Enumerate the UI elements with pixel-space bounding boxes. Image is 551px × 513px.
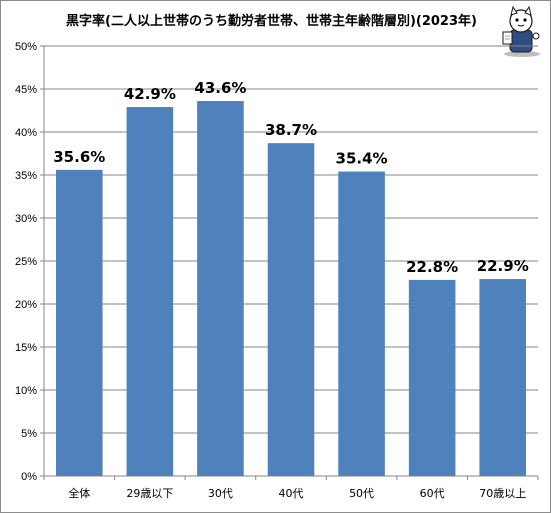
data-labels: 35.6% 42.9% 43.6% 38.7% 35.4% 22.8% 22.9% [53,79,528,276]
y-tick-label: 15% [15,342,37,354]
data-label: 22.8% [406,258,458,276]
x-tick-label: 40代 [279,487,304,500]
y-tick-label: 25% [15,256,37,268]
y-tick-label: 45% [15,84,37,96]
bar [197,101,244,476]
bar [55,169,103,476]
data-label: 22.9% [477,257,529,275]
chart-title: 黒字率(二人以上世帯のうち勤労者世帯、世帯主年齢階層別)(2023年) [66,13,477,29]
bar [408,279,456,476]
x-tick-label: 70歳以上 [479,487,526,500]
y-tick-label: 40% [15,127,37,139]
y-tick-label: 5% [21,428,37,440]
x-tick-label: 50代 [349,487,374,500]
data-label: 35.4% [336,150,388,168]
y-tick-label: 35% [15,170,37,182]
x-tick-label: 全体 [68,486,90,500]
bar [338,171,385,476]
y-axis-tick-labels: 0% 5% 10% 15% 20% 25% 30% 35% 40% 45% 50% [15,41,37,483]
y-tick-label: 30% [15,213,37,225]
y-tick-label: 50% [15,41,37,53]
bar [126,107,174,476]
y-tick-label: 10% [15,385,37,397]
y-tick-label: 20% [15,299,37,311]
bars [55,101,527,476]
bar [267,143,315,476]
x-axis-tick-labels: 全体 29歳以下 30代 40代 50代 60代 70歳以上 [68,486,526,500]
x-tick-label: 30代 [208,487,233,500]
data-label: 35.6% [53,148,105,166]
y-tick-label: 0% [21,471,37,483]
x-tick-label: 29歳以下 [126,487,173,500]
cat-mascot-icon [502,5,540,57]
x-tick-label: 60代 [420,487,445,500]
data-label: 42.9% [124,85,176,103]
data-label: 38.7% [265,121,317,139]
data-label: 43.6% [194,79,246,97]
bar [479,279,527,476]
